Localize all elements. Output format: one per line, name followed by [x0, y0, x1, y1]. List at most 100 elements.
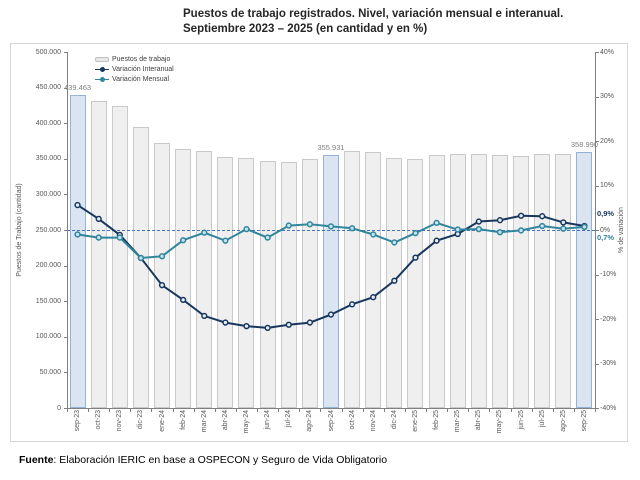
x-axis-tick [193, 408, 195, 412]
x-axis-tick [362, 408, 364, 412]
x-label-may-25: may-25 [496, 410, 504, 434]
left-axis-tick [64, 123, 67, 125]
marker-sep-23 [74, 231, 81, 238]
x-axis-tick [109, 408, 111, 412]
marker-sep-25 [581, 223, 588, 231]
x-axis-tick [573, 408, 575, 412]
bar-value-label: 358.990 [570, 140, 598, 150]
left-axis-tick [64, 372, 67, 374]
left-axis-tick [64, 194, 67, 196]
line-series-layer [74, 201, 588, 332]
right-axis-tick-label: -30% [600, 360, 617, 367]
bar-jun-25 [513, 155, 530, 408]
left-axis-tick-label: 100.000 [35, 333, 61, 341]
marker-jun-24 [264, 234, 271, 241]
x-label-abr-24: abr-24 [221, 410, 229, 431]
x-axis-tick [151, 408, 153, 412]
x-axis-tick [172, 408, 174, 412]
x-axis-line [67, 408, 596, 409]
left-axis-tick [64, 230, 67, 231]
marker-sep-24 [327, 223, 335, 230]
x-axis-tick [299, 408, 301, 412]
right-axis-tick [596, 52, 599, 53]
marker-feb-24 [180, 296, 187, 304]
x-label-jul-24: jul-24 [285, 410, 293, 428]
marker-ago-24 [306, 221, 314, 228]
x-label-ago-24: ago-24 [306, 410, 314, 432]
bar-ago-24 [301, 158, 318, 408]
x-axis-tick [320, 408, 322, 412]
right-axis-tick [596, 274, 599, 276]
right-axis-tick-label: 0% [600, 226, 611, 234]
left-axis-tick [64, 408, 67, 409]
marker-oct-24 [348, 225, 356, 232]
x-axis-tick [257, 408, 259, 412]
x-label-sep-25: sep-25 [580, 410, 588, 432]
legend-label: Variación Mensual [112, 75, 170, 83]
left-axis-tick [64, 265, 67, 267]
marker-nov-24 [370, 231, 377, 238]
right-axis-tick-label: 30% [600, 93, 615, 100]
left-axis-tick-label: 150.000 [35, 297, 61, 305]
marker-oct-23 [95, 215, 102, 223]
left-axis-tick [64, 336, 67, 338]
marker-may-24 [243, 322, 250, 330]
legend-item-puestos-de-trabajo: Puestos de trabajo [95, 54, 174, 64]
bar-oct-24 [344, 151, 361, 408]
end-label-variaci-n-interanual: 0,9% [597, 208, 615, 218]
marker-abr-24 [222, 319, 229, 326]
bar-feb-25 [428, 155, 445, 408]
x-label-jun-25: jun-25 [517, 410, 525, 430]
right-axis-line [595, 52, 596, 408]
x-label-jun-24: jun-24 [264, 410, 272, 430]
bar-jul-24 [280, 162, 297, 408]
x-axis-tick [531, 408, 533, 412]
marker-jul-25 [539, 213, 546, 220]
x-label-mar-24: mar-24 [200, 410, 208, 433]
legend-line-swatch-icon [95, 66, 109, 73]
left-axis-tick [64, 158, 67, 160]
x-axis-tick [235, 408, 237, 412]
x-label-oct-24: oct-24 [348, 410, 356, 430]
bar-oct-23 [90, 100, 107, 408]
legend-label: Puestos de trabajo [112, 55, 171, 63]
marker-may-25 [496, 217, 504, 224]
x-label-sep-23: sep-23 [74, 410, 82, 432]
left-axis-tick-label: 450.000 [35, 84, 61, 92]
legend-label: Variación Interanual [112, 65, 174, 73]
right-axis-tick-label: 40% [600, 48, 615, 56]
marker-jun-25 [517, 212, 525, 219]
x-axis-tick [404, 408, 406, 412]
bar-mar-25 [449, 154, 466, 408]
marker-ene-25 [412, 229, 419, 237]
marker-mar-24 [201, 229, 208, 236]
x-axis-tick [595, 408, 596, 412]
marker-nov-23 [116, 234, 123, 241]
x-axis-tick [426, 408, 428, 412]
marker-feb-25 [433, 219, 440, 227]
x-label-dic-24: dic-24 [390, 410, 398, 430]
marker-nov-24 [370, 294, 377, 301]
x-label-may-24: may-24 [243, 410, 251, 434]
bar-sep-24 [322, 154, 339, 408]
legend-item-variaci-n-mensual: Variación Mensual [95, 74, 174, 84]
legend-bar-swatch-icon [95, 56, 109, 62]
marker-mar-24 [201, 312, 208, 320]
bar-feb-24 [175, 149, 192, 408]
bar-mar-24 [196, 150, 213, 408]
right-axis-tick [596, 141, 599, 142]
left-axis-tick-label: 250.000 [35, 226, 61, 234]
source-note-text: : Elaboración IERIC en base a OSPECON y … [53, 454, 388, 466]
x-label-mar-25: mar-25 [454, 410, 462, 433]
right-axis-tick [596, 185, 599, 187]
x-axis-tick [447, 408, 449, 412]
x-label-ene-24: ene-24 [158, 410, 166, 432]
x-label-oct-23: oct-23 [95, 410, 103, 430]
legend-item-variaci-n-interanual: Variación Interanual [95, 64, 174, 74]
marker-jun-24 [264, 324, 271, 332]
left-axis-line [67, 52, 68, 408]
legend: Puestos de trabajo Variación Interanual Va… [95, 54, 174, 84]
bar-may-25 [491, 154, 508, 408]
bar-nov-24 [365, 152, 382, 408]
right-axis-tick [596, 96, 599, 98]
